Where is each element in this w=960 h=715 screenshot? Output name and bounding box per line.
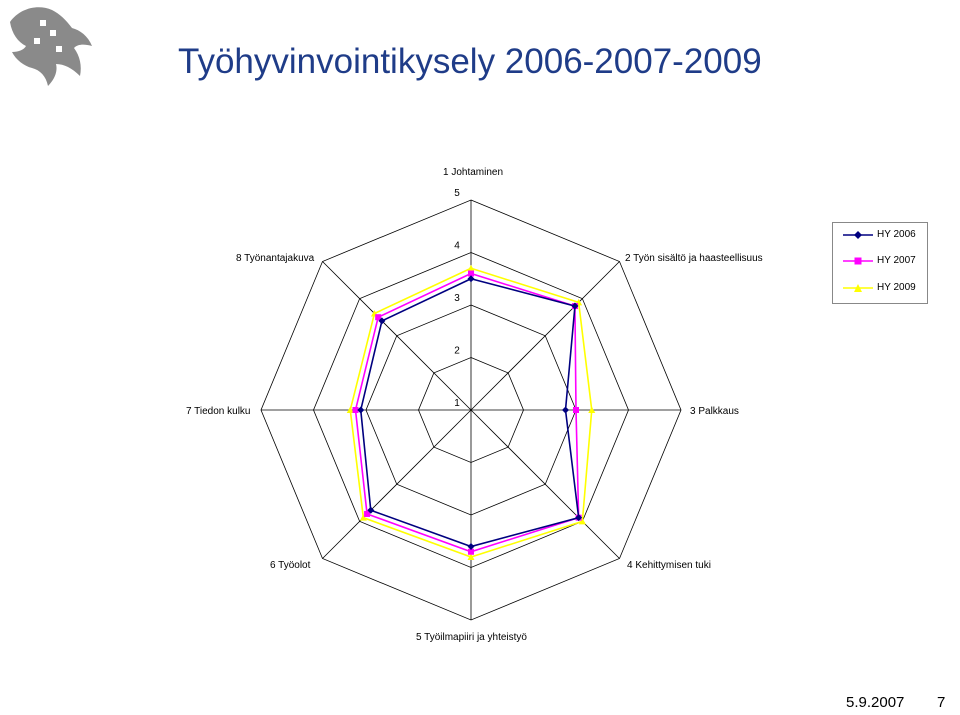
tick-label: 3 — [454, 293, 460, 304]
data-point — [468, 548, 474, 555]
data-point — [352, 407, 359, 413]
series-line — [354, 272, 580, 553]
data-point — [346, 406, 354, 413]
data-point — [467, 275, 475, 283]
category-label: 7 Tiedon kulku — [186, 406, 251, 417]
data-point — [467, 553, 475, 560]
data-point — [378, 317, 386, 325]
legend-label-2007: HY 2007 — [877, 255, 916, 266]
data-point — [467, 264, 475, 272]
legend-item-2009: HY 2009 — [833, 279, 929, 299]
data-point — [562, 406, 569, 414]
data-point — [468, 270, 474, 277]
legend-item-2006: HY 2006 — [833, 226, 929, 246]
data-point — [578, 517, 586, 525]
axis-spoke — [322, 261, 472, 411]
axis-spoke — [470, 261, 620, 411]
chart-legend: HY 2006 HY 2007 HY 2009 — [832, 222, 928, 304]
data-point — [571, 302, 579, 310]
category-label: 4 Kehittymisen tuki — [627, 560, 711, 571]
data-point — [375, 314, 382, 321]
data-point — [467, 543, 475, 550]
data-point — [573, 407, 579, 413]
legend-label-2006: HY 2006 — [877, 229, 916, 240]
series-line — [359, 277, 580, 548]
tick-label: 5 — [454, 188, 460, 199]
data-point — [364, 510, 371, 517]
slide-page-number: 7 — [937, 694, 946, 711]
slide-date: 5.9.2007 — [846, 694, 905, 711]
legend-label-2009: HY 2009 — [877, 282, 916, 293]
data-point — [367, 506, 375, 514]
category-label: 5 Työilmapiiri ja yhteistyö — [416, 632, 527, 643]
legend-item-2007: HY 2007 — [833, 252, 929, 272]
tick-label: 2 — [454, 346, 460, 357]
data-point — [359, 514, 367, 521]
category-label: 1 Johtaminen — [443, 167, 503, 178]
category-label: 8 Työnantajakuva — [236, 253, 315, 264]
axis-spoke — [470, 409, 620, 559]
tick-label: 1 — [454, 398, 460, 409]
category-label: 3 Palkkaus — [690, 406, 739, 417]
data-point — [588, 406, 596, 413]
slide-title: Työhyvinvointikysely 2006-2007-2009 — [178, 42, 762, 81]
axis-spoke — [322, 409, 472, 559]
university-logo-icon — [10, 7, 92, 86]
tick-label: 4 — [454, 241, 460, 252]
data-point — [575, 514, 583, 522]
category-label: 6 Työolot — [270, 560, 311, 571]
data-point — [357, 406, 365, 414]
category-label: 2 Työn sisältö ja haasteellisuus — [625, 253, 763, 264]
